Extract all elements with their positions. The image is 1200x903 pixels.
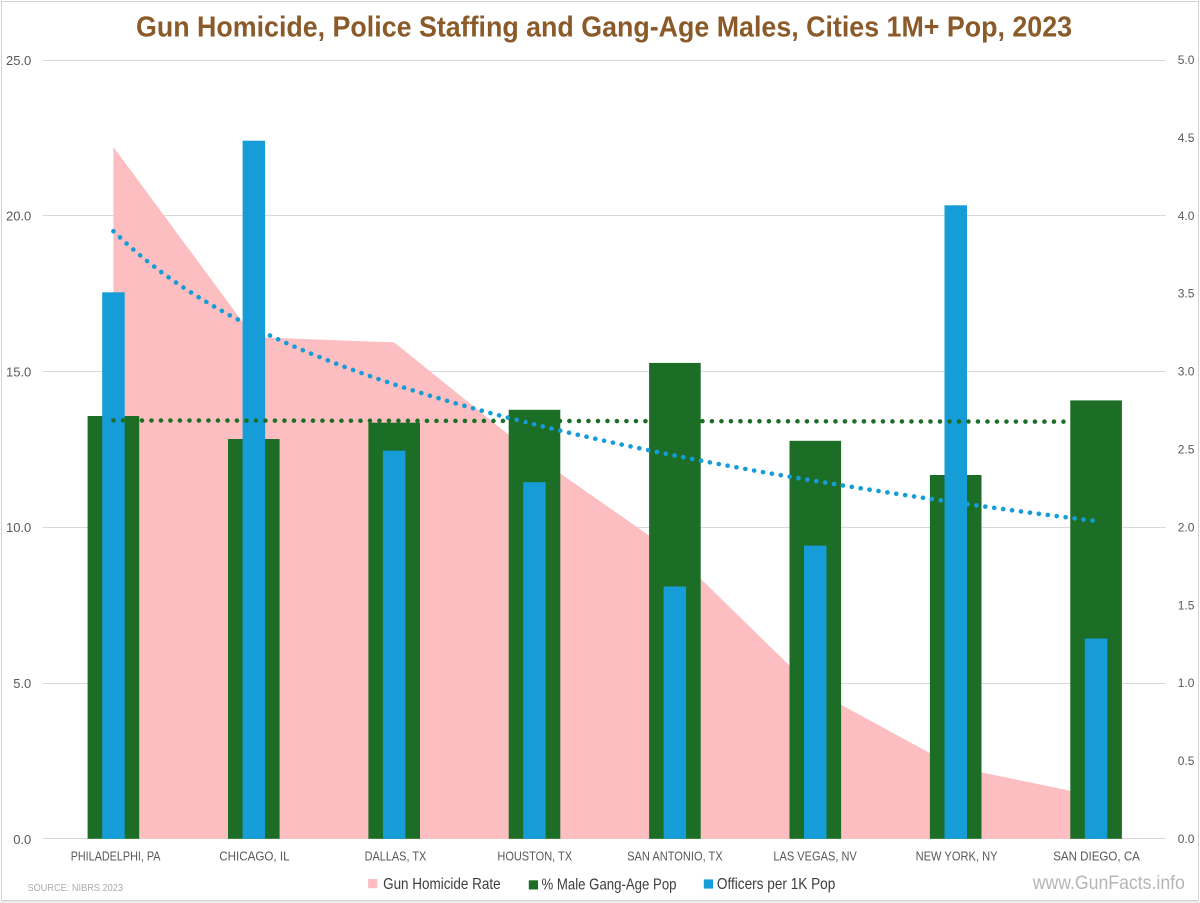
svg-text:5.0: 5.0 — [1178, 53, 1195, 67]
svg-text:NEW YORK, NY: NEW YORK, NY — [916, 848, 998, 863]
svg-text:10.0: 10.0 — [6, 520, 31, 535]
svg-text:SOURCE: NIBRS 2023: SOURCE: NIBRS 2023 — [28, 883, 124, 894]
svg-text:15.0: 15.0 — [6, 364, 31, 379]
svg-text:2.0: 2.0 — [1178, 520, 1195, 534]
svg-text:0.0: 0.0 — [1178, 832, 1195, 846]
svg-text:Gun Homicide, Police Staffing: Gun Homicide, Police Staffing and Gang-A… — [136, 11, 1072, 43]
svg-text:1.0: 1.0 — [1178, 676, 1195, 690]
svg-text:Officers per 1K Pop: Officers per 1K Pop — [717, 876, 836, 893]
svg-text:20.0: 20.0 — [6, 209, 31, 224]
svg-text:3.0: 3.0 — [1178, 365, 1195, 379]
svg-text:SAN DIEGO, CA: SAN DIEGO, CA — [1053, 848, 1140, 863]
svg-text:3.5: 3.5 — [1178, 287, 1195, 301]
svg-text:% Male Gang-Age Pop: % Male Gang-Age Pop — [542, 877, 677, 894]
svg-text:4.5: 4.5 — [1178, 131, 1195, 145]
svg-text:Gun Homicide Rate: Gun Homicide Rate — [383, 876, 501, 893]
svg-text:PHILADELPHI, PA: PHILADELPHI, PA — [71, 848, 161, 863]
svg-text:HOUSTON, TX: HOUSTON, TX — [497, 848, 572, 863]
svg-text:0.0: 0.0 — [13, 832, 31, 847]
svg-text:4.0: 4.0 — [1178, 209, 1195, 223]
svg-text:www.GunFacts.info: www.GunFacts.info — [1032, 872, 1185, 894]
svg-text:0.5: 0.5 — [1178, 754, 1195, 768]
svg-text:25.0: 25.0 — [6, 53, 31, 68]
svg-text:5.0: 5.0 — [13, 676, 31, 691]
svg-text:CHICAGO, IL: CHICAGO, IL — [219, 848, 289, 863]
svg-text:LAS VEGAS, NV: LAS VEGAS, NV — [773, 848, 857, 863]
svg-text:2.5: 2.5 — [1178, 443, 1195, 457]
svg-text:1.5: 1.5 — [1178, 598, 1195, 612]
svg-text:SAN ANTONIO, TX: SAN ANTONIO, TX — [627, 848, 723, 863]
svg-text:DALLAS, TX: DALLAS, TX — [365, 848, 427, 863]
